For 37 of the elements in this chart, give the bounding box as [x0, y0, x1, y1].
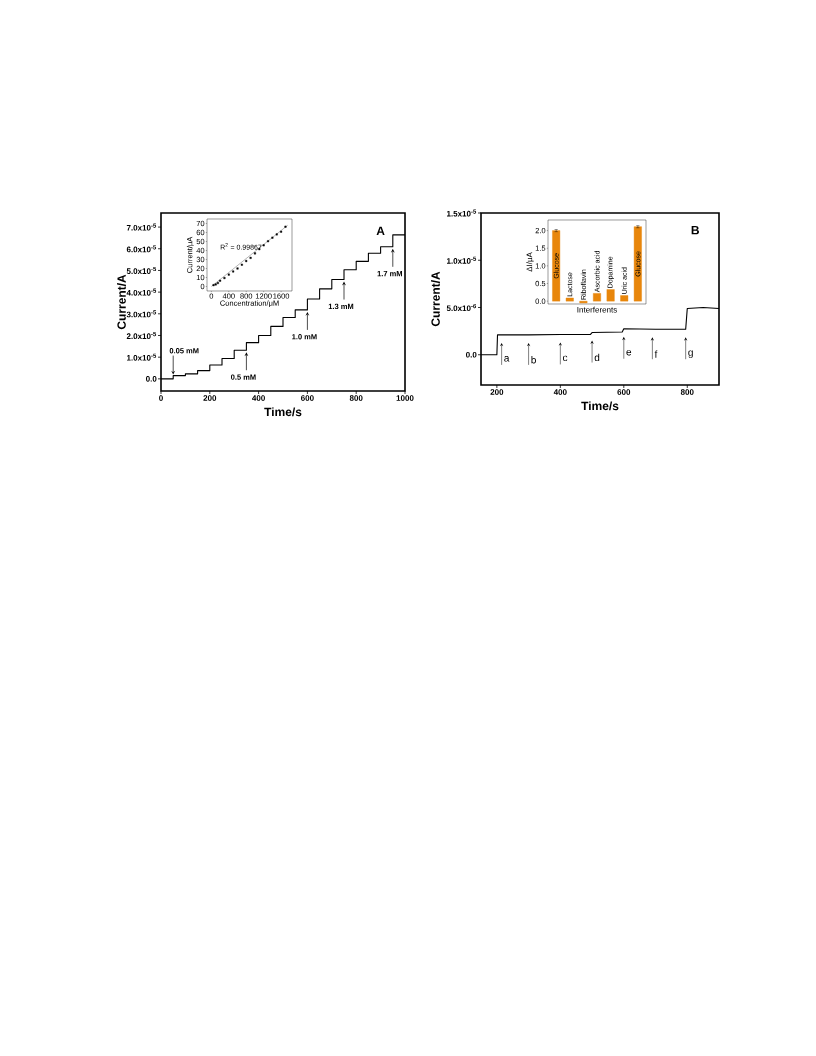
y-tick-label: 1.0x10$^{-5}$	[127, 353, 157, 361]
annotation: c	[562, 355, 568, 362]
y-tick-label: 0.0	[145, 376, 157, 382]
text: B	[691, 226, 699, 235]
annotation: d	[594, 353, 600, 362]
x-tick-label: 200	[203, 395, 217, 401]
x-tick-label: 800	[349, 395, 363, 401]
y-tick-label: 6.0x10$^{-5}$	[126, 245, 157, 253]
annotation: f	[654, 350, 658, 358]
x-tick-label: 0	[159, 395, 163, 401]
annotation: e	[626, 349, 632, 356]
y-tick-label: 2.0x10$^{-5}$	[126, 331, 157, 339]
x-tick-label: 800	[680, 389, 694, 395]
y-tick-label: 3.0x10$^{-5}$	[126, 310, 157, 318]
x-tick-label: 1000	[396, 395, 414, 401]
y-axis-title: Current/A	[117, 274, 126, 330]
x-axis-title: Time/s	[264, 407, 302, 417]
y-tick-label: 0.0	[466, 351, 477, 358]
x-tick-label: 600	[301, 395, 314, 401]
y-tick-label: 4.0x10$^{-5}$	[126, 288, 157, 296]
y-tick-label: 1.5x10$^{-5}$	[447, 209, 477, 217]
y-tick-label: 1.0x10$^{-5}$	[447, 256, 477, 264]
annotation: b	[531, 356, 536, 364]
annotation: a	[504, 356, 510, 362]
y-tick-label: 7.0x10$^{-5}$	[126, 223, 157, 231]
y-tick-label: 5.0x10$^{-6}$	[446, 303, 477, 312]
y-axis-title: Current/A	[431, 271, 440, 327]
annotation: g	[688, 350, 693, 358]
x-tick-label: 400	[252, 395, 265, 401]
x-tick-label: 200	[490, 389, 504, 395]
y-axis-title: ΔI/μA	[526, 252, 534, 272]
x-tick-label: 400	[553, 389, 567, 395]
y-tick-label: 5.0x10$^{-5}$	[126, 266, 157, 274]
x-axis-title: Time/s	[581, 401, 619, 411]
x-tick-label: 600	[617, 389, 631, 395]
text: A	[376, 226, 385, 235]
x-axis-title: Interferents	[577, 306, 617, 313]
